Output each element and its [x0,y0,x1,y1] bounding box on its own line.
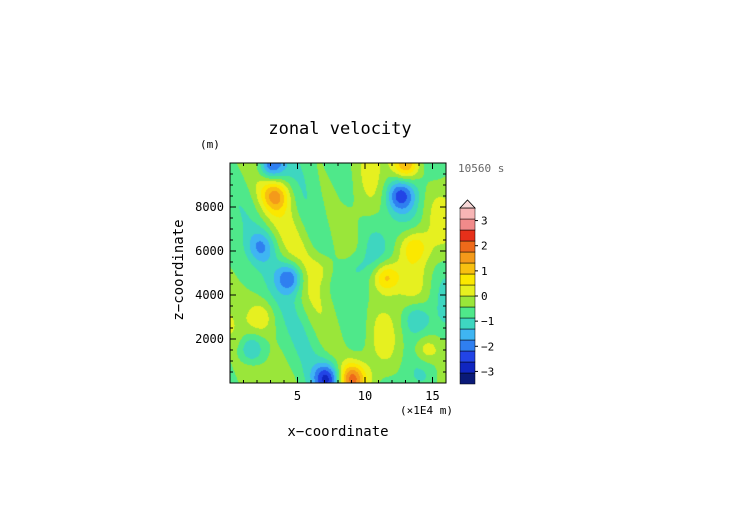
x-unit-label: (×1E4 m) [400,404,453,417]
colorbar-swatch [459,284,476,297]
colorbar-swatch [459,251,476,264]
colorbar-swatch [459,262,476,275]
y-tick-label: 6000 [195,244,224,258]
colorbar-tick-label: 2 [481,240,488,253]
colorbar-swatch [459,372,476,385]
colorbar-swatch [459,339,476,352]
x-tick-label: 10 [358,389,372,403]
colorbar-swatch [459,207,476,220]
colorbar-swatch [459,229,476,242]
chart-title: zonal velocity [268,119,411,139]
colorbar-tick-label: 3 [481,215,488,228]
x-tick-label: 15 [425,389,439,403]
colorbar-swatch [459,240,476,253]
y-axis: 2000 4000 6000 8000 [195,173,446,373]
colorbar-tick-label: −2 [481,340,494,353]
colorbar-swatch [459,317,476,330]
colorbar-swatch [459,218,476,231]
y-tick-label: 4000 [195,288,224,302]
colorbar-tick-label: −3 [481,365,494,378]
x-axis: 5 10 15 [243,163,447,403]
colorbar-extend-triangle [459,199,476,209]
colorbar-swatch [459,306,476,319]
colorbar: 3 2 1 0 −1 −2 −3 [459,199,494,385]
y-tick-label: 2000 [195,332,224,346]
y-unit-label: (m) [200,138,220,151]
time-label: 10560 s [458,162,504,175]
y-axis-label: z−coordinate [171,219,187,320]
colorbar-tick-label: −1 [481,315,494,328]
colorbar-swatch [459,295,476,308]
y-tick-label: 8000 [195,200,224,214]
velocity-field [230,163,446,383]
colorbar-swatch [459,350,476,363]
x-axis-label: x−coordinate [287,424,388,440]
colorbar-tick-label: 1 [481,265,488,278]
x-tick-label: 5 [294,389,301,403]
colorbar-swatch [459,273,476,286]
colorbar-swatch [459,328,476,341]
colorbar-swatch [459,361,476,374]
colorbar-tick-label: 0 [481,290,488,303]
